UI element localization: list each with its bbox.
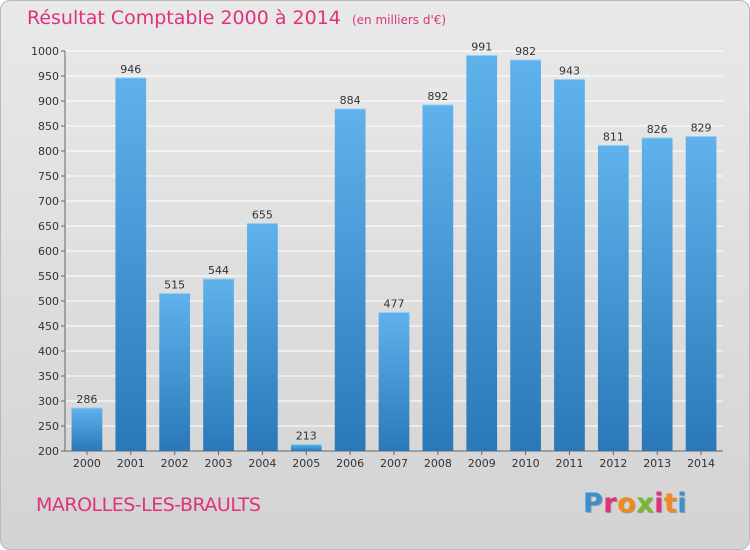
data-label: 544 xyxy=(208,264,229,277)
x-tick-label: 2010 xyxy=(512,457,540,470)
y-tick-label: 900 xyxy=(38,95,59,108)
chart-subtitle: (en milliers d'€) xyxy=(351,13,447,27)
data-label: 946 xyxy=(120,63,141,76)
y-tick-label: 850 xyxy=(38,120,59,133)
x-tick-label: 2006 xyxy=(336,457,364,470)
x-tick-label: 2009 xyxy=(468,457,496,470)
data-label: 477 xyxy=(384,298,405,311)
data-label: 213 xyxy=(296,430,317,443)
logo-letter: r xyxy=(603,488,618,519)
y-tick-label: 550 xyxy=(38,270,59,283)
data-label: 286 xyxy=(76,393,97,406)
y-tick-label: 500 xyxy=(38,295,59,308)
bar-2004 xyxy=(247,223,278,451)
data-label: 982 xyxy=(515,45,536,58)
y-tick-label: 800 xyxy=(38,145,59,158)
data-label: 943 xyxy=(559,65,580,78)
bar-2010 xyxy=(510,60,541,451)
y-tick-label: 400 xyxy=(38,345,59,358)
axes: 200 250 300 350 400 450 500 550 600 650 700 750 800 8… xyxy=(31,45,723,470)
y-tick-label: 700 xyxy=(38,195,59,208)
data-label: 884 xyxy=(340,94,361,107)
bar-2002 xyxy=(159,293,191,451)
data-label: 811 xyxy=(603,131,624,144)
y-tick-label: 1000 xyxy=(31,45,59,58)
bar-2014 xyxy=(685,136,717,451)
x-tick-label: 2013 xyxy=(643,457,671,470)
title-row: Résultat Comptable 2000 à 2014 (en milli… xyxy=(27,7,446,29)
y-tick-label: 950 xyxy=(38,70,59,83)
bar-2011 xyxy=(554,79,585,451)
logo-letter: i xyxy=(677,488,688,519)
x-tick-label: 2000 xyxy=(73,457,101,470)
logo-letter: o xyxy=(617,488,637,519)
logo-letter: i xyxy=(654,488,664,519)
bar-2009 xyxy=(466,55,498,451)
data-label: 655 xyxy=(252,209,273,222)
x-tick-label: 2014 xyxy=(687,457,715,470)
data-label: 991 xyxy=(471,41,492,54)
x-tick-label: 2007 xyxy=(380,457,408,470)
y-tick-label: 350 xyxy=(38,370,59,383)
x-tick-label: 2011 xyxy=(555,457,583,470)
y-tick-label: 300 xyxy=(38,395,59,408)
data-label: 826 xyxy=(647,123,668,136)
logo-letter: x xyxy=(636,488,655,519)
y-tick-label: 450 xyxy=(38,320,59,333)
y-tick-label: 750 xyxy=(38,170,59,183)
bar-2000 xyxy=(71,408,103,451)
x-tick-label: 2008 xyxy=(424,457,452,470)
data-label: 515 xyxy=(164,279,185,292)
y-tick-label: 250 xyxy=(38,420,59,433)
x-tick-label: 2012 xyxy=(599,457,627,470)
x-tick-label: 2004 xyxy=(248,457,276,470)
bar-2005 xyxy=(290,444,322,451)
bar-2008 xyxy=(422,105,454,451)
bar-2001 xyxy=(115,78,147,451)
y-tick-label: 650 xyxy=(38,220,59,233)
bar-2013 xyxy=(641,138,673,451)
logo-letter: t xyxy=(663,488,678,519)
x-tick-label: 2005 xyxy=(292,457,320,470)
x-tick-label: 2003 xyxy=(205,457,233,470)
logo-letter: P xyxy=(583,488,604,519)
commune-name: MAROLLES-LES-BRAULTS xyxy=(36,494,261,516)
x-tick-label: 2001 xyxy=(117,457,145,470)
bars xyxy=(71,55,717,451)
y-tick-label: 600 xyxy=(38,245,59,258)
y-tick-label: 200 xyxy=(38,445,59,458)
data-label: 892 xyxy=(427,90,448,103)
bar-2003 xyxy=(203,279,234,451)
data-label: 829 xyxy=(691,122,712,135)
proxiti-logo: Proxiti xyxy=(583,488,687,519)
bar-2006 xyxy=(334,109,366,451)
data-labels: 286 946 515 544 655 213 884 477 892 991 982 943 811 8… xyxy=(76,41,711,443)
bar-2012 xyxy=(597,145,629,451)
bar-2007 xyxy=(378,312,410,451)
x-tick-label: 2002 xyxy=(161,457,189,470)
chart-title: Résultat Comptable 2000 à 2014 xyxy=(27,7,341,29)
